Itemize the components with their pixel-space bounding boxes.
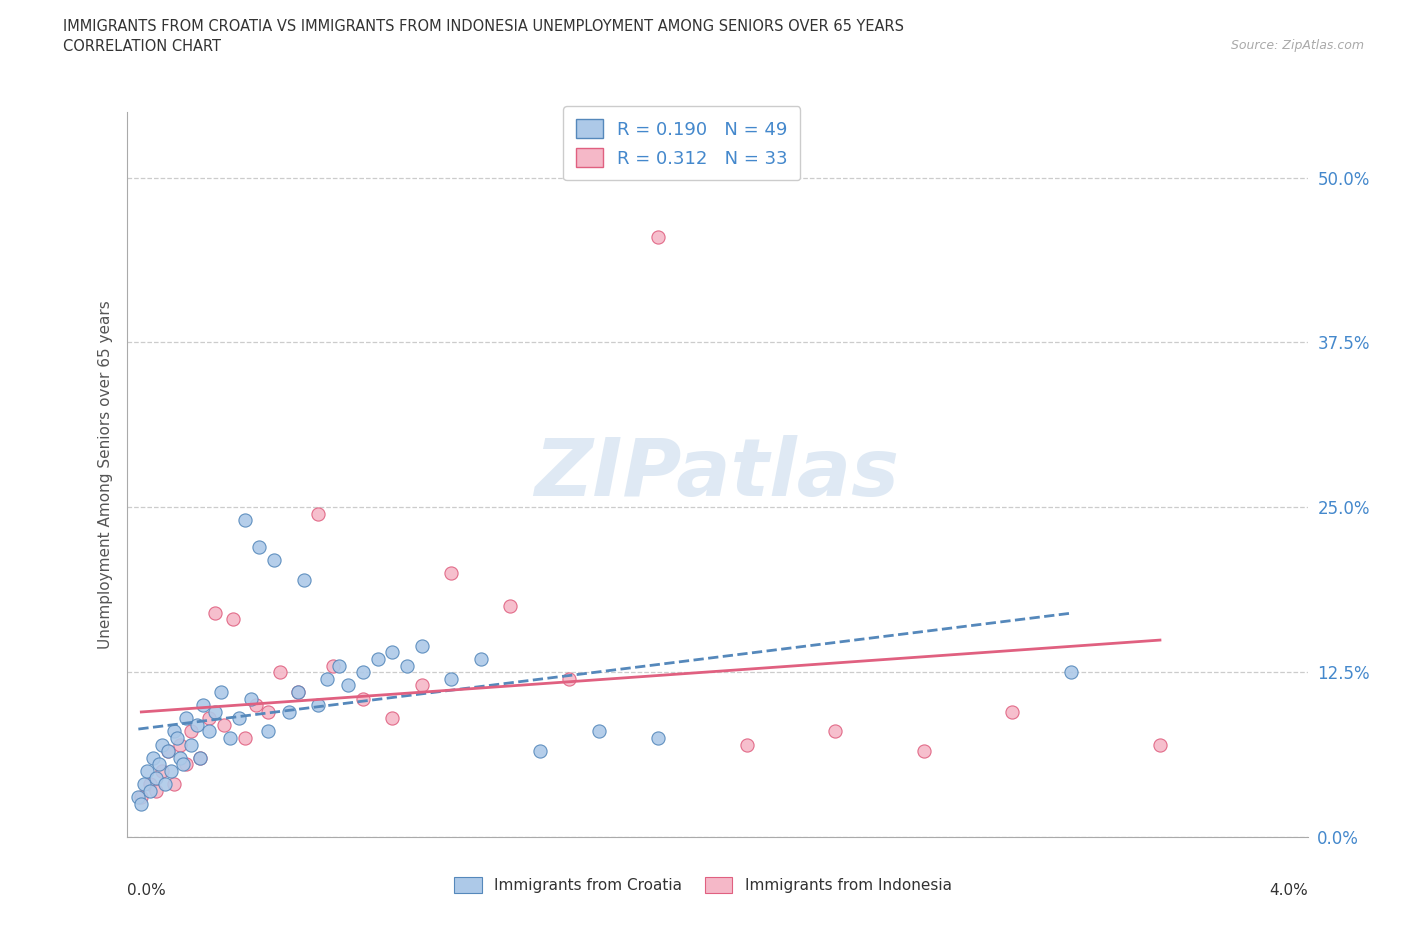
Point — [150, 764, 173, 778]
Point — [529, 744, 551, 759]
Point — [169, 737, 191, 752]
Point — [647, 230, 669, 245]
Text: IMMIGRANTS FROM CROATIA VS IMMIGRANTS FROM INDONESIA UNEMPLOYMENT AMONG SENIORS : IMMIGRANTS FROM CROATIA VS IMMIGRANTS FR… — [63, 19, 904, 33]
Point — [188, 751, 212, 765]
Point — [166, 731, 188, 746]
Point — [160, 764, 183, 778]
Point — [136, 764, 159, 778]
Point — [172, 757, 194, 772]
Point — [1060, 665, 1083, 680]
Point — [1149, 737, 1171, 752]
Text: CORRELATION CHART: CORRELATION CHART — [63, 39, 221, 54]
Point — [269, 665, 291, 680]
Y-axis label: Unemployment Among Seniors over 65 years: Unemployment Among Seniors over 65 years — [97, 300, 112, 649]
Point — [316, 671, 339, 686]
Point — [912, 744, 935, 759]
Point — [278, 704, 301, 719]
Point — [156, 744, 179, 759]
Point — [287, 684, 309, 699]
Text: 0.0%: 0.0% — [127, 884, 166, 898]
Point — [1001, 704, 1024, 719]
Point — [209, 684, 232, 699]
Point — [735, 737, 758, 752]
Point — [245, 698, 267, 712]
Point — [233, 731, 256, 746]
Point — [148, 757, 170, 772]
Point — [308, 507, 330, 522]
Point — [174, 711, 197, 725]
Point — [287, 684, 309, 699]
Point — [212, 717, 235, 732]
Point — [499, 599, 522, 614]
Text: ZIPatlas: ZIPatlas — [534, 435, 900, 513]
Point — [257, 704, 280, 719]
Point — [204, 605, 226, 620]
Point — [139, 783, 162, 798]
Point — [174, 757, 197, 772]
Point — [142, 751, 165, 765]
Point — [249, 539, 271, 554]
Point — [222, 612, 245, 627]
Point — [198, 711, 221, 725]
Point — [381, 711, 404, 725]
Point — [188, 751, 212, 765]
Point — [440, 565, 463, 580]
Point — [588, 724, 610, 739]
Point — [163, 777, 186, 791]
Point — [396, 658, 419, 673]
Point — [233, 513, 256, 528]
Point — [322, 658, 344, 673]
Point — [163, 724, 186, 739]
Point — [129, 797, 153, 812]
Point — [308, 698, 330, 712]
Point — [366, 652, 388, 667]
Point — [134, 777, 156, 791]
Point — [292, 572, 315, 587]
Text: 4.0%: 4.0% — [1268, 884, 1308, 898]
Point — [139, 777, 162, 791]
Point — [239, 691, 262, 706]
Point — [145, 770, 167, 785]
Point — [381, 644, 404, 659]
Point — [150, 737, 173, 752]
Point — [145, 783, 167, 798]
Legend: Immigrants from Croatia, Immigrants from Indonesia: Immigrants from Croatia, Immigrants from… — [449, 870, 957, 899]
Point — [337, 678, 360, 693]
Point — [263, 552, 285, 567]
Point — [204, 704, 226, 719]
Point — [193, 698, 215, 712]
Point — [257, 724, 280, 739]
Point — [127, 790, 149, 804]
Point — [411, 638, 433, 653]
Point — [153, 777, 176, 791]
Point — [328, 658, 350, 673]
Point — [411, 678, 433, 693]
Point — [180, 724, 202, 739]
Point — [647, 731, 669, 746]
Point — [440, 671, 463, 686]
Point — [352, 691, 374, 706]
Point — [180, 737, 202, 752]
Legend: R = 0.190   N = 49, R = 0.312   N = 33: R = 0.190 N = 49, R = 0.312 N = 33 — [562, 106, 800, 180]
Point — [169, 751, 191, 765]
Point — [352, 665, 374, 680]
Point — [219, 731, 242, 746]
Text: Source: ZipAtlas.com: Source: ZipAtlas.com — [1230, 39, 1364, 52]
Point — [198, 724, 221, 739]
Point — [129, 790, 153, 804]
Point — [186, 717, 208, 732]
Point — [156, 744, 179, 759]
Point — [470, 652, 492, 667]
Point — [228, 711, 250, 725]
Point — [558, 671, 581, 686]
Point — [824, 724, 846, 739]
